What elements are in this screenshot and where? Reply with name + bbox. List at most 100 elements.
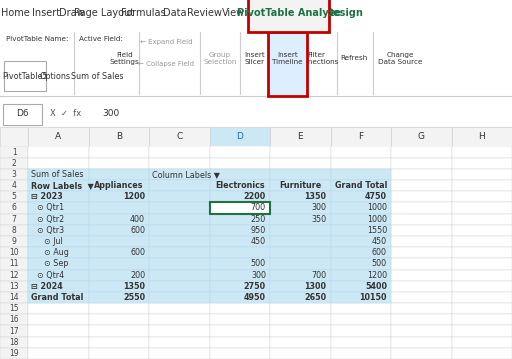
Bar (0, 303, 28, 314)
Text: D: D (237, 132, 243, 141)
Bar (209, 127, 270, 146)
Bar (270, 258, 331, 270)
Text: 700: 700 (251, 204, 266, 213)
Bar (28, 146, 89, 158)
Bar (331, 236, 391, 247)
Bar (89, 169, 149, 180)
Text: Page Layout: Page Layout (74, 8, 135, 18)
Bar (0, 337, 28, 348)
Text: ⊙ Qtr1: ⊙ Qtr1 (37, 204, 65, 213)
Text: 1000: 1000 (367, 215, 387, 224)
Text: 4: 4 (12, 181, 16, 190)
Text: D6: D6 (16, 109, 29, 118)
Text: ⊙ Qtr3: ⊙ Qtr3 (37, 226, 65, 235)
Text: Appliances: Appliances (94, 181, 144, 190)
Bar (209, 214, 270, 225)
Bar (270, 292, 331, 303)
Bar (149, 247, 209, 258)
Bar (209, 169, 270, 180)
Bar (209, 158, 270, 169)
Bar (89, 270, 149, 281)
Bar (89, 281, 149, 292)
Bar (452, 236, 512, 247)
Text: 300: 300 (311, 204, 327, 213)
Text: Filter
Connections: Filter Connections (294, 52, 338, 65)
Text: 3: 3 (12, 170, 16, 179)
Bar (452, 292, 512, 303)
Bar (391, 225, 452, 236)
Bar (452, 281, 512, 292)
Bar (391, 202, 452, 214)
Bar (28, 169, 89, 180)
FancyBboxPatch shape (268, 32, 307, 97)
Text: PivotTable Analyze: PivotTable Analyze (237, 8, 341, 18)
Bar (270, 202, 331, 214)
Bar (89, 281, 149, 292)
Bar (89, 236, 149, 247)
Bar (89, 127, 149, 146)
Bar (149, 180, 209, 191)
Bar (0, 225, 28, 236)
Bar (0, 247, 28, 258)
Bar (331, 247, 391, 258)
Bar (89, 303, 149, 314)
Bar (391, 258, 452, 270)
Bar (28, 337, 89, 348)
Text: Formulas: Formulas (120, 8, 165, 18)
Bar (89, 292, 149, 303)
Text: Grand Total: Grand Total (31, 293, 83, 302)
Bar (391, 169, 452, 180)
Bar (89, 326, 149, 337)
Bar (270, 146, 331, 158)
Bar (0, 314, 28, 326)
FancyBboxPatch shape (248, 0, 329, 32)
Bar (0, 158, 28, 169)
Bar (391, 158, 452, 169)
Bar (270, 127, 331, 146)
Bar (270, 191, 331, 202)
Bar (149, 247, 209, 258)
Bar (270, 247, 331, 258)
Text: View: View (222, 8, 246, 18)
Bar (0, 180, 28, 191)
Bar (331, 127, 391, 146)
Text: Refresh: Refresh (340, 55, 368, 61)
Text: 2550: 2550 (123, 293, 145, 302)
Text: Insert
Slicer: Insert Slicer (245, 52, 265, 65)
Bar (89, 191, 149, 202)
Bar (89, 169, 149, 180)
Bar (331, 191, 391, 202)
Bar (209, 292, 270, 303)
Bar (452, 146, 512, 158)
Bar (452, 202, 512, 214)
Bar (209, 180, 270, 191)
Bar (452, 258, 512, 270)
Text: 8: 8 (12, 226, 16, 235)
Bar (209, 169, 270, 180)
Bar (270, 281, 331, 292)
Bar (391, 127, 452, 146)
Bar (209, 191, 270, 202)
Text: A: A (55, 132, 61, 141)
Bar (331, 258, 391, 270)
Bar (331, 292, 391, 303)
Bar (391, 214, 452, 225)
Text: 1: 1 (12, 148, 16, 157)
Bar (28, 247, 89, 258)
Text: 1550: 1550 (367, 226, 387, 235)
Bar (149, 258, 209, 270)
Bar (89, 225, 149, 236)
Bar (149, 236, 209, 247)
Bar (28, 180, 89, 191)
Bar (0, 169, 28, 180)
Bar (149, 214, 209, 225)
Text: 600: 600 (372, 248, 387, 257)
Text: 12: 12 (9, 271, 19, 280)
Text: ⊙ Qtr2: ⊙ Qtr2 (37, 215, 65, 224)
Bar (89, 214, 149, 225)
Bar (149, 258, 209, 270)
Bar (209, 202, 270, 214)
Bar (270, 270, 331, 281)
Bar (149, 202, 209, 214)
Text: 1350: 1350 (305, 192, 327, 201)
